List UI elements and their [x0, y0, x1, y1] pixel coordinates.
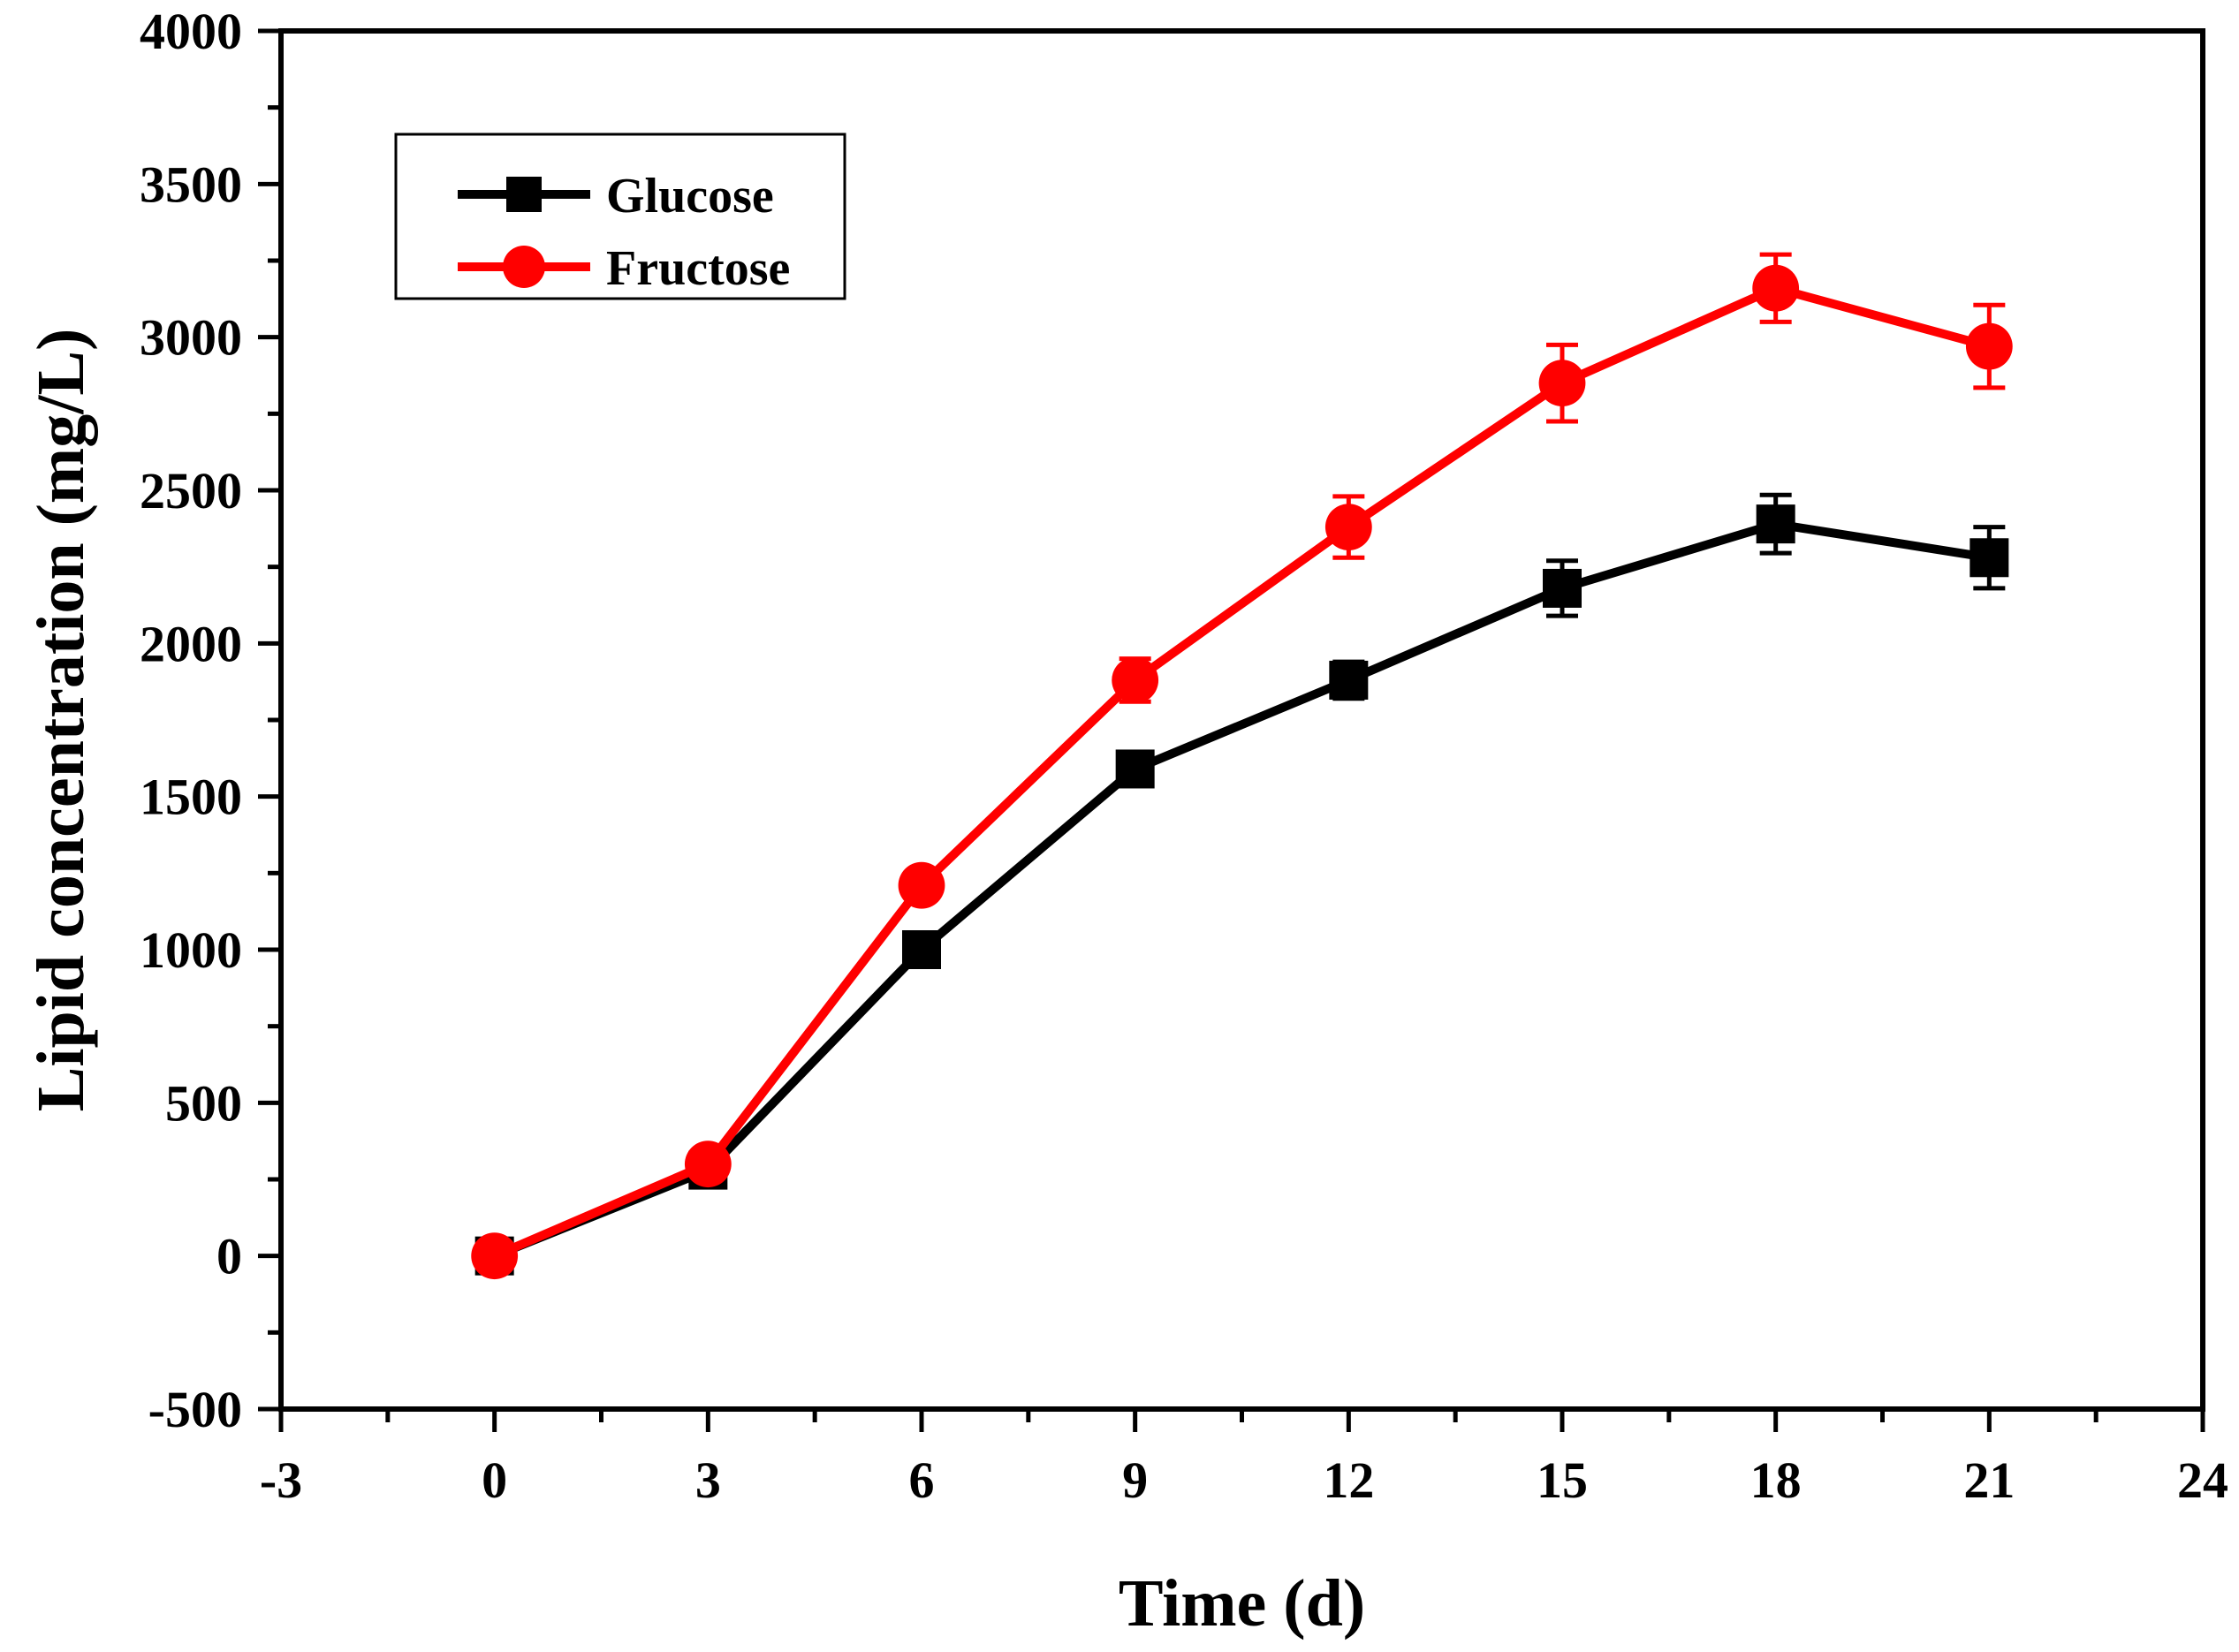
- data-point: [898, 861, 945, 909]
- y-tick-label: 3000: [140, 309, 242, 367]
- data-point: [1538, 360, 1586, 407]
- x-tick-label: -3: [260, 1451, 302, 1509]
- x-tick-label: 3: [695, 1451, 721, 1509]
- y-tick-label: 4000: [140, 3, 242, 60]
- data-point: [1329, 660, 1369, 700]
- legend: Glucose Fructose: [394, 133, 846, 300]
- y-axis-title: Lipid concentration (mg/L): [24, 329, 98, 1112]
- data-point: [1115, 749, 1155, 789]
- data-point: [1970, 538, 2009, 578]
- y-tick-label: 500: [165, 1074, 242, 1132]
- data-point: [1752, 264, 1800, 312]
- x-tick-label: 18: [1750, 1451, 1802, 1509]
- data-point: [1324, 504, 1372, 550]
- y-tick-label: 2500: [140, 462, 242, 519]
- y-tick-label: -500: [148, 1381, 242, 1438]
- x-tick-label: 0: [482, 1451, 507, 1509]
- y-tick-label: 2000: [140, 615, 242, 672]
- legend-marker: [503, 246, 545, 288]
- y-tick-label: 0: [216, 1228, 242, 1285]
- legend-label: Glucose: [606, 169, 774, 224]
- data-point: [1756, 504, 1795, 544]
- legend-entry-glucose: Glucose: [458, 169, 774, 224]
- x-tick-label: 12: [1323, 1451, 1374, 1509]
- plot-frame: [278, 28, 2205, 1412]
- data-point: [471, 1232, 519, 1280]
- y-tick-label: 1000: [140, 921, 242, 979]
- legend-label: Fructose: [606, 241, 790, 296]
- data-point: [902, 930, 941, 969]
- series-layer: [471, 252, 2013, 1280]
- data-point: [1112, 656, 1159, 704]
- x-tick-label: 6: [909, 1451, 935, 1509]
- x-axis-title: Time (d): [1119, 1566, 1365, 1641]
- legend-entry-fructose: Fructose: [458, 241, 790, 296]
- x-tick-label: 24: [2177, 1451, 2228, 1509]
- x-tick-label: 21: [1963, 1451, 2015, 1509]
- y-tick-label: 3500: [140, 155, 242, 213]
- data-point: [1965, 322, 2013, 370]
- x-tick-label: 15: [1537, 1451, 1588, 1509]
- series-line: [492, 519, 1991, 1261]
- ticks-layer: -3 0 3 6 9 12 15 18 21 24 -500 0 500 1000 1500 2000 2500…: [140, 3, 2228, 1509]
- y-tick-label: 1500: [140, 769, 242, 826]
- data-point: [684, 1140, 732, 1188]
- x-tick-label: 9: [1122, 1451, 1148, 1509]
- data-point: [1543, 568, 1582, 608]
- legend-entries: Glucose Fructose: [458, 169, 790, 296]
- legend-marker: [506, 177, 542, 212]
- series-line: [492, 284, 1991, 1261]
- series-fructose: [471, 252, 2013, 1280]
